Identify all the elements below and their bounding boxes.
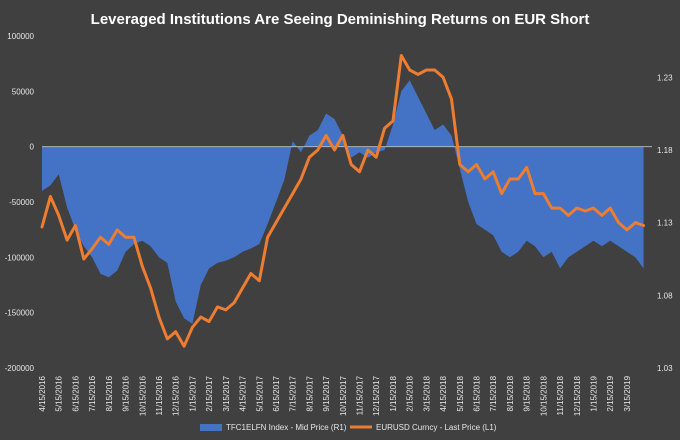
left-tick-label: -100000 (5, 253, 35, 262)
right-tick-label: 1.23 (657, 73, 673, 82)
x-tick-label: 1/15/2017 (188, 375, 197, 411)
x-tick-label: 6/15/2018 (473, 375, 482, 411)
x-tick-label: 8/15/2018 (506, 375, 515, 411)
x-tick-label: 8/15/2016 (105, 375, 114, 411)
x-tick-label: 5/15/2018 (456, 375, 465, 411)
x-tick-label: 9/15/2018 (523, 375, 532, 411)
x-tick-label: 5/15/2016 (55, 375, 64, 411)
area-series-group (42, 80, 644, 324)
x-tick-label: 1/15/2018 (389, 375, 398, 411)
left-tick-label: -50000 (9, 198, 34, 207)
left-tick-label: -200000 (5, 364, 35, 373)
x-tick-label: 6/15/2017 (272, 375, 281, 411)
x-tick-label: 12/15/2017 (372, 375, 381, 416)
chart-title: Leveraged Institutions Are Seeing Demini… (91, 11, 590, 28)
x-tick-label: 4/15/2016 (38, 375, 47, 411)
x-tick-label: 6/15/2016 (71, 375, 80, 411)
x-tick-label: 2/15/2017 (205, 375, 214, 411)
x-tick-label: 9/15/2016 (122, 375, 131, 411)
x-tick-label: 1/15/2019 (590, 375, 599, 411)
x-tick-label: 11/15/2017 (356, 375, 365, 415)
x-tick-label: 11/15/2018 (556, 375, 565, 415)
left-tick-label: 100000 (7, 32, 34, 41)
right-tick-label: 1.18 (657, 146, 673, 155)
right-axis-ticks: 1.23 1.18 1.13 1.08 1.03 (657, 73, 673, 373)
area-series (42, 80, 644, 324)
x-tick-label: 12/15/2016 (172, 375, 181, 416)
left-tick-label: 50000 (12, 87, 35, 96)
left-tick-label: 0 (30, 143, 35, 152)
x-tick-label: 10/15/2018 (539, 375, 548, 416)
x-axis-ticks: 4/15/2016 5/15/2016 6/15/2016 7/15/2016 8/15… (38, 375, 632, 416)
x-tick-label: 8/15/2017 (305, 375, 314, 411)
x-tick-label: 10/15/2017 (339, 375, 348, 416)
x-tick-label: 4/15/2018 (439, 375, 448, 411)
right-tick-label: 1.08 (657, 291, 673, 300)
x-tick-label: 2/15/2019 (606, 375, 615, 411)
x-tick-label: 3/15/2019 (623, 375, 632, 411)
x-tick-label: 3/15/2017 (222, 375, 231, 411)
line-series (40, 54, 646, 348)
x-tick-label: 11/15/2016 (155, 375, 164, 415)
legend-swatch-area (200, 424, 222, 431)
x-tick-label: 9/15/2017 (322, 375, 331, 411)
legend-label-line: EURUSD Curncy - Last Price (L1) (376, 423, 497, 432)
x-tick-label: 3/15/2018 (422, 375, 431, 411)
x-tick-label: 2/15/2018 (406, 375, 415, 411)
line-series-group (40, 54, 646, 348)
x-tick-label: 5/15/2017 (255, 375, 264, 411)
x-tick-label: 7/15/2018 (489, 375, 498, 411)
left-axis-ticks: 100000 50000 0 -50000 -100000 -150000 -200000 (5, 32, 35, 373)
left-tick-label: -150000 (5, 309, 35, 318)
right-tick-label: 1.13 (657, 219, 673, 228)
legend: TFC1ELFN Index - Mid Price (R1) EURUSD Cu… (200, 423, 497, 432)
x-tick-label: 10/15/2016 (138, 375, 147, 416)
x-tick-label: 12/15/2018 (573, 375, 582, 416)
x-tick-label: 7/15/2017 (289, 375, 298, 411)
x-tick-label: 7/15/2016 (88, 375, 97, 411)
legend-label-area: TFC1ELFN Index - Mid Price (R1) (226, 423, 347, 432)
right-tick-label: 1.03 (657, 364, 673, 373)
x-tick-label: 4/15/2017 (239, 375, 248, 411)
